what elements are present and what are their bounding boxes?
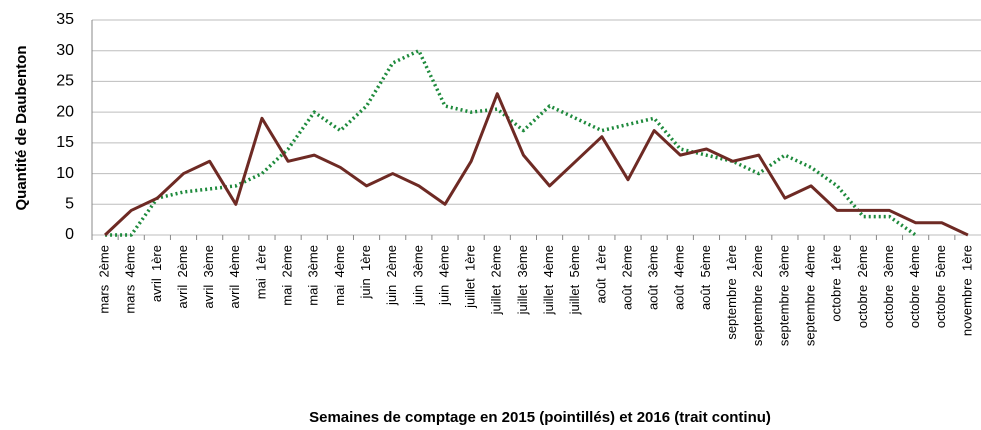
x-tick-label: juin 3ème	[410, 245, 425, 306]
x-tick-label: avril 4ème	[227, 245, 242, 309]
x-tick-label: mai 3ème	[306, 245, 321, 306]
x-tick-label: mai 2ème	[280, 245, 295, 306]
x-tick-label: juin 4ème	[436, 245, 451, 306]
y-tick-label: 5	[65, 196, 74, 213]
x-tick-label: octobre 2ème	[855, 245, 870, 328]
x-tick-label: octobre 1ère	[829, 245, 844, 322]
x-tick-label: juillet 2ème	[489, 245, 504, 315]
y-axis-title: Quantité de Daubenton	[13, 46, 30, 211]
x-tick-label: août 1ère	[593, 245, 608, 304]
x-tick-label: novembre 1ère	[959, 245, 974, 336]
x-tick-label: juillet 5ème	[567, 245, 582, 315]
x-tick-label: septembre 2ème	[750, 245, 765, 346]
x-tick-label: mars 4ème	[123, 245, 138, 314]
x-tick-label: mars 2ème	[97, 245, 112, 314]
x-tick-label: juin 2ème	[384, 245, 399, 306]
x-tick-label: août 2ème	[619, 245, 634, 310]
x-tick-label: septembre 3ème	[776, 245, 791, 346]
y-tick-label: 0	[65, 226, 74, 243]
x-tick-label: août 3ème	[646, 245, 661, 310]
x-tick-label: avril 2ème	[175, 245, 190, 309]
x-tick-label: septembre 1ère	[724, 245, 739, 340]
series-line	[104, 92, 969, 237]
x-tick-label: mai 1ère	[253, 245, 268, 299]
x-tick-label: octobre 5ème	[933, 245, 948, 328]
x-tick-label: août 4ème	[672, 245, 687, 310]
x-tick-label: juillet 4ème	[541, 245, 556, 315]
x-tick-label: octobre 4ème	[907, 245, 922, 328]
y-tick-label: 30	[56, 42, 74, 59]
x-axis-title: Semaines de comptage en 2015 (pointillés…	[309, 409, 771, 426]
series-line	[105, 48, 917, 237]
x-tick-label: août 5ème	[698, 245, 713, 310]
x-tick-label: juillet 1ère	[463, 245, 478, 309]
x-tick-label: octobre 3ème	[881, 245, 896, 328]
x-tick-label: juin 1ère	[358, 245, 373, 299]
x-tick-label: avril 1ère	[149, 245, 164, 302]
y-tick-label: 10	[56, 165, 74, 182]
y-tick-label: 15	[56, 134, 74, 151]
x-tick-label: mai 4ème	[332, 245, 347, 306]
x-tick-label: avril 3ème	[201, 245, 216, 309]
y-tick-label: 35	[56, 11, 74, 28]
x-tick-label: juillet 3ème	[515, 245, 530, 315]
x-tick-label: septembre 4ème	[802, 245, 817, 346]
y-tick-label: 20	[56, 103, 74, 120]
y-tick-label: 25	[56, 73, 74, 90]
